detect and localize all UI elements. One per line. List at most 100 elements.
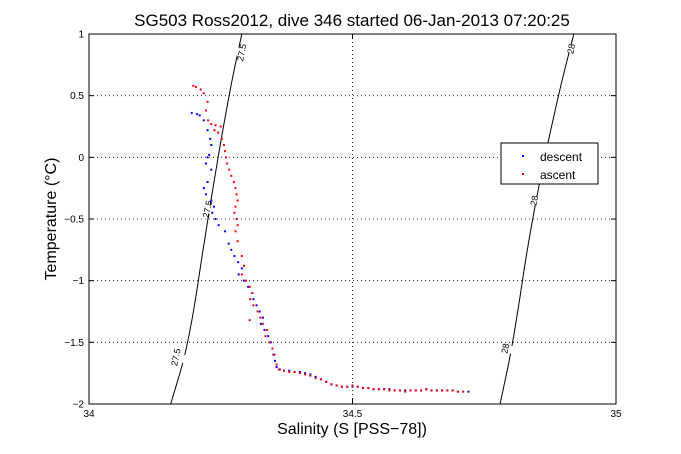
contour-label-bg (165, 351, 187, 364)
y-tick-label: −0.5 (64, 215, 84, 226)
descent-point (211, 211, 214, 214)
ascent-point (251, 292, 254, 294)
y-tick-label: −1.5 (64, 338, 84, 349)
ascent-point (234, 205, 237, 208)
ascent-point (409, 389, 412, 392)
descent-point (275, 366, 278, 368)
descent-point (208, 153, 211, 156)
ascent-point (226, 162, 229, 165)
y-tick-label: 0 (78, 153, 84, 164)
ascent-point (451, 389, 454, 392)
descent-point (204, 193, 207, 196)
descent-point (272, 353, 275, 356)
ascent-point (236, 199, 239, 202)
descent-point (304, 372, 307, 375)
ascent-point (441, 389, 444, 392)
ascent-point (277, 368, 280, 371)
descent-point (206, 181, 209, 183)
legend: descent ascent (500, 142, 599, 185)
ascent-point (398, 389, 401, 392)
descent-point (278, 368, 281, 371)
descent-point (227, 242, 230, 245)
ascent-point (249, 298, 252, 301)
contour-label: 28 (499, 343, 511, 355)
descent-point (258, 310, 261, 313)
ascent-point (372, 388, 375, 391)
ascent-point (335, 384, 338, 387)
descent-point (298, 370, 301, 373)
contour-label-bg (560, 42, 582, 55)
descent-point (223, 230, 226, 233)
chart-title: SG503 Ross2012, dive 346 started 06-Jan-… (134, 11, 570, 30)
ascent-point (214, 124, 217, 127)
ascent-point (233, 211, 236, 214)
ascent-point (293, 370, 296, 373)
descent-point (237, 261, 240, 264)
descent-point (198, 114, 201, 117)
contour-label: 27.5 (201, 200, 214, 219)
descent-point (388, 388, 391, 391)
descent-point (206, 129, 209, 132)
descent-point (263, 329, 266, 331)
contour-line (170, 33, 243, 405)
grid (89, 34, 616, 404)
x-tick-label: 34.5 (343, 409, 363, 420)
ascent-point (225, 156, 228, 159)
descent-point (252, 298, 255, 301)
ascent-point (236, 224, 239, 227)
descent-point (214, 218, 217, 220)
ascent-point (240, 273, 243, 276)
descent-point (247, 285, 250, 288)
ascent-point (319, 378, 322, 381)
contour-line (499, 33, 575, 405)
contour-label: 27.5 (169, 348, 182, 367)
y-tick-label: −1 (73, 276, 85, 287)
ascent-point (219, 125, 222, 128)
x-tick-label: 35 (610, 409, 622, 420)
descent-point (196, 113, 199, 116)
ascent-point (383, 388, 386, 391)
descent-point (288, 369, 291, 372)
ascent-point (314, 377, 317, 380)
ascent-point (456, 390, 459, 393)
y-tick-label: 0.5 (70, 91, 84, 102)
axis-ticks: 34 34.5 35 1 0.5 0 −0.5 −1 −1.5 −2 (64, 30, 622, 421)
ascent-point (346, 385, 349, 388)
ascent-point (282, 369, 285, 372)
ascent-point (356, 385, 359, 388)
ascent-point (213, 129, 216, 132)
descent-point (269, 341, 272, 344)
ascent-point (430, 389, 433, 392)
descent-point (202, 119, 205, 122)
descent-point (210, 168, 213, 171)
ascent-point (275, 363, 278, 366)
ascent-point (268, 341, 271, 344)
descent-point (240, 267, 243, 270)
descent-point (206, 156, 209, 159)
ascent-point (261, 322, 264, 325)
ascent-point (273, 353, 276, 356)
ascent-point (230, 174, 233, 177)
y-tick-label: −2 (73, 400, 85, 411)
descent-point (217, 224, 220, 227)
contour-label: 28 (565, 43, 577, 55)
ascent-point (235, 193, 238, 196)
ascent-point (206, 100, 209, 103)
ascent-point (330, 383, 333, 386)
descent-point (255, 304, 258, 307)
ascent-point (425, 388, 428, 391)
ascent-point (204, 109, 207, 112)
ascent-point (234, 187, 237, 190)
ascent-point (223, 150, 226, 153)
descent-point (274, 359, 277, 362)
ascent-point (446, 389, 449, 392)
ascent-point (202, 92, 205, 95)
descent-point (210, 199, 213, 202)
ascent-point (462, 390, 465, 393)
legend-ascent-marker (522, 173, 524, 175)
ascent-point (377, 388, 380, 391)
ascent-point (194, 86, 197, 89)
descent-point (230, 248, 233, 251)
ascent-point (248, 319, 251, 322)
